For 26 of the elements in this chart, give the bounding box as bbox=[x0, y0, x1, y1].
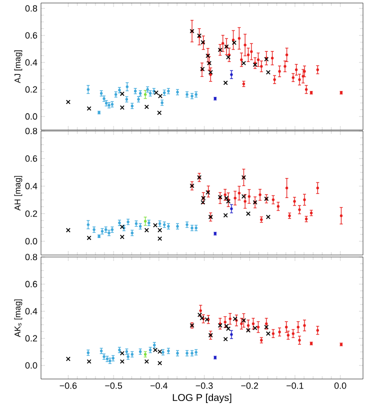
y-tick-label: 0.0 bbox=[25, 238, 38, 244]
y-tick-label: 0.8 bbox=[25, 254, 38, 260]
y-tick-label: 0.0 bbox=[25, 362, 38, 369]
y-tick-label: 0.4 bbox=[25, 182, 38, 190]
y-tick-label: 0.8 bbox=[25, 128, 38, 134]
y-tick-label: 0.8 bbox=[25, 5, 38, 12]
x-tick-label: 0.0 bbox=[334, 382, 346, 389]
x-tick-label: −0.1 bbox=[286, 382, 304, 389]
x-tick-label: −0.3 bbox=[196, 382, 213, 389]
y-axis-title: AH [mag] bbox=[14, 176, 22, 211]
y-tick-label: 0.4 bbox=[25, 59, 38, 66]
y-tick-label: 0.6 bbox=[25, 155, 38, 162]
y-tick-label: 0.6 bbox=[25, 280, 38, 288]
x-tick-label: −0.2 bbox=[241, 382, 258, 389]
y-tick-label: 0.4 bbox=[25, 308, 38, 314]
y-tick-label: 0.2 bbox=[25, 335, 38, 342]
y-axis-title: AK$_{s}$ [mag] bbox=[14, 299, 22, 338]
x-tick-label: −0.6 bbox=[60, 382, 77, 389]
x-tick-label: −0.4 bbox=[150, 382, 168, 389]
y-axis-title: AJ [mag] bbox=[14, 50, 22, 84]
y-tick-label: 0.6 bbox=[25, 32, 38, 39]
y-tick-label: 0.0 bbox=[25, 113, 38, 120]
y-tick-label: 0.2 bbox=[25, 86, 38, 93]
x-axis-title: LOG P [days] bbox=[172, 394, 232, 403]
y-tick-label: 0.2 bbox=[25, 210, 38, 217]
x-tick-label: −0.5 bbox=[105, 382, 122, 389]
